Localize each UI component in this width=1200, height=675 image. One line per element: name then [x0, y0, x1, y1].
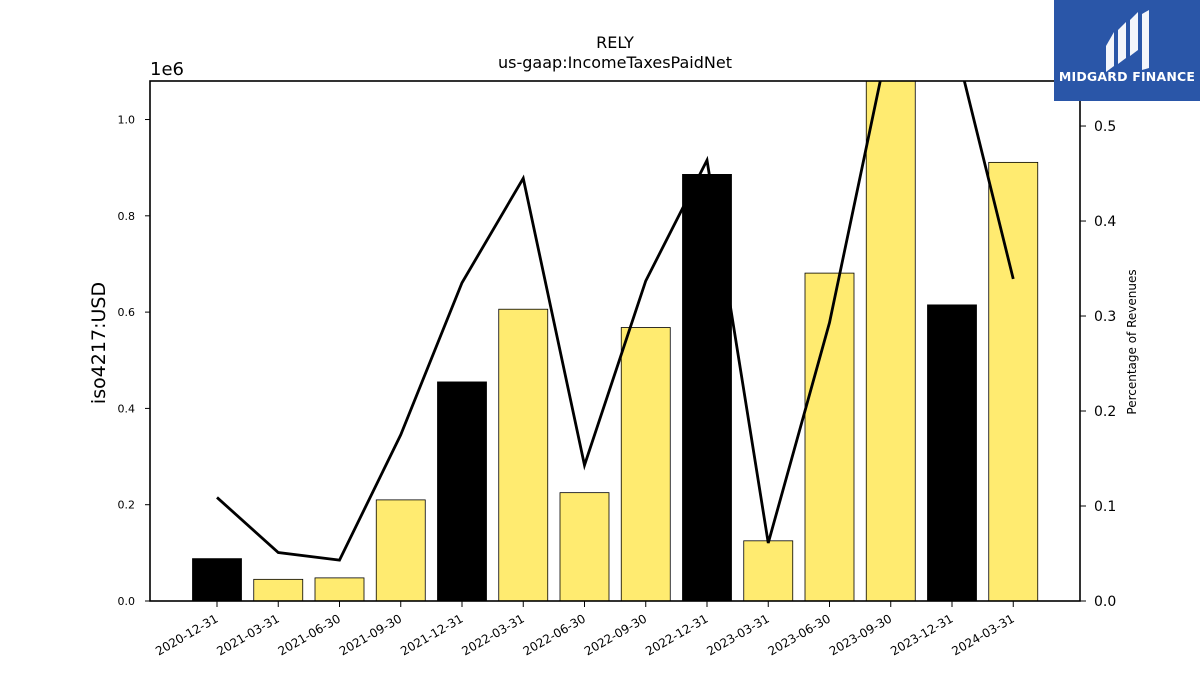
bar-2021-09-30 — [375, 499, 426, 602]
bar-2022-12-31 — [682, 174, 732, 602]
midgard-finance-logo: MIDGARD FINANCE — [1054, 0, 1200, 101]
bar-2022-06-30 — [559, 492, 610, 602]
bar-2023-03-31 — [743, 540, 794, 602]
x-tick-label: 2023-06-30 — [766, 611, 833, 658]
y-tick-label: 0.2 — [118, 499, 136, 512]
x-tick-label: 2021-09-30 — [337, 611, 404, 658]
y-tick-label: 0.0 — [118, 595, 136, 608]
chart-title: RELY — [596, 33, 634, 52]
chart-subtitle: us-gaap:IncomeTaxesPaidNet — [498, 53, 732, 72]
percentage-of-revenues-line — [216, 81, 1015, 562]
bar-2023-09-30 — [865, 80, 916, 602]
logo-text: MIDGARD FINANCE — [1058, 69, 1196, 84]
y2-tick-label: 0.3 — [1094, 309, 1116, 325]
bar-2021-06-30 — [314, 577, 365, 602]
x-tick-label: 2022-09-30 — [582, 611, 649, 658]
bar-2023-12-31 — [927, 304, 977, 602]
x-tick-label: 2020-12-31 — [153, 611, 220, 658]
y2-axis-label: Percentage of Revenues — [1125, 269, 1139, 414]
x-tick-label: 2023-03-31 — [704, 611, 771, 658]
logo-mark-icon — [1106, 10, 1149, 72]
y-tick-label: 0.6 — [118, 306, 136, 319]
x-tick-label: 2021-12-31 — [398, 611, 465, 658]
y-tick-label: 0.4 — [118, 402, 136, 415]
x-tick-label: 2024-03-31 — [949, 611, 1016, 658]
x-tick-label: 2021-03-31 — [214, 611, 281, 658]
y2-tick-label: 0.5 — [1094, 119, 1116, 135]
x-tick-label: 2022-03-31 — [459, 611, 526, 658]
y-offset-label: 1e6 — [150, 59, 184, 80]
bar-2024-03-31 — [988, 161, 1039, 602]
x-tick-label: 2022-06-30 — [521, 611, 588, 658]
y2-tick-label: 0.4 — [1094, 214, 1116, 230]
bar-2022-03-31 — [498, 308, 549, 602]
bar-2021-03-31 — [253, 578, 304, 602]
y-tick-label: 0.8 — [118, 210, 136, 223]
bar-2022-09-30 — [620, 327, 671, 602]
y-axis-label: iso4217:USD — [88, 282, 110, 404]
bar-2021-12-31 — [437, 381, 487, 602]
line-group — [216, 81, 1015, 562]
x-tick-label: 2023-12-31 — [888, 611, 955, 658]
y-tick-label: 1.0 — [118, 114, 136, 127]
plot-frame — [149, 80, 1081, 602]
bars-group — [192, 80, 1039, 602]
y2-tick-label: 0.1 — [1094, 499, 1116, 515]
y2-tick-label: 0.0 — [1094, 594, 1116, 610]
x-tick-label: 2022-12-31 — [643, 611, 710, 658]
x-tick-label: 2021-06-30 — [276, 611, 343, 658]
y2-tick-label: 0.2 — [1094, 404, 1116, 420]
x-tick-label: 2023-09-30 — [827, 611, 894, 658]
bar-2020-12-31 — [192, 558, 242, 602]
